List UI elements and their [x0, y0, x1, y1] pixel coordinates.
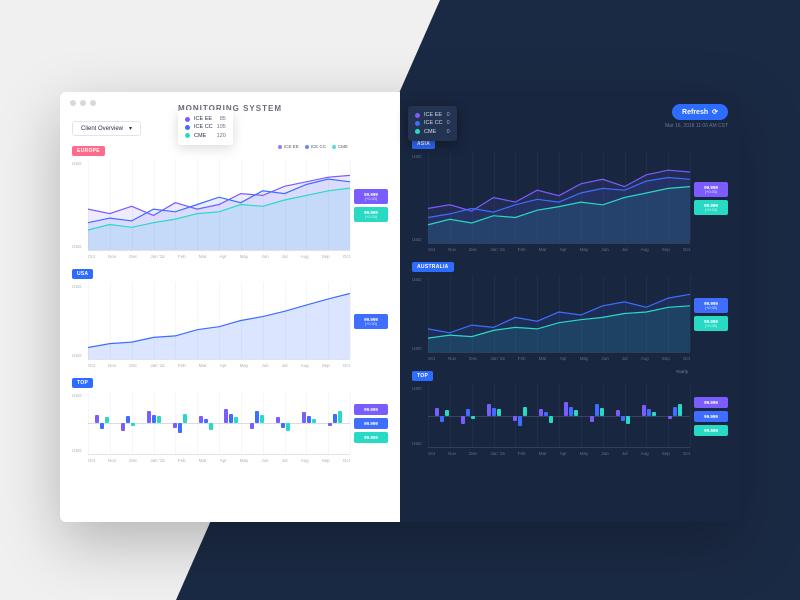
value-boxes: 99.99999.99999.999	[694, 384, 728, 448]
light-theme-pane: MONITORING SYSTEM Client Overview ▾ ICE …	[60, 92, 400, 522]
chart-asia: ASIA USDUSD 99.999(+0.03)99.999(+0.03) O…	[412, 139, 728, 252]
region-badge: EUROPE	[72, 146, 105, 156]
y-axis: USDUSD	[412, 275, 428, 353]
legend-tooltip: ICE EE85ICE CC105CME120	[178, 110, 233, 145]
x-axis: OctNovDecJan '15FebMarAprMayJunJulAugSep…	[428, 356, 690, 361]
x-axis: OctNovDecJan '15FebMarAprMayJunJulAugSep…	[428, 247, 690, 252]
value-boxes: 99.999(+0.03)99.999(+0.03)	[354, 159, 388, 251]
x-axis: OctNovDecJan '15FebMarAprMayJunJulAugSep…	[88, 458, 350, 463]
y-axis: USDUSD	[72, 391, 88, 455]
chart-top: TOP USDUSD 99.99999.99999.999 OctNovDecJ…	[72, 378, 388, 463]
app-window: MONITORING SYSTEM Client Overview ▾ ICE …	[60, 92, 740, 522]
y-axis: USDUSD	[412, 384, 428, 448]
chart-period: Yearly	[676, 369, 688, 374]
chart-plot[interactable]	[88, 159, 350, 251]
chart-plot[interactable]	[428, 384, 690, 448]
chart-australia: AUSTRALIA USDUSD 99.999(+0.03)99.999(+0.…	[412, 262, 728, 361]
view-dropdown[interactable]: Client Overview ▾	[72, 121, 141, 136]
chart-top: Yearly TOP USDUSD 99.99999.99999.999 Oct…	[412, 371, 728, 456]
chart-plot[interactable]	[428, 152, 690, 244]
legend-tooltip: ICE EE0ICE CC0CME0	[408, 106, 457, 141]
region-badge: TOP	[72, 378, 93, 388]
y-axis: USDUSD	[72, 159, 88, 251]
y-axis: USDUSD	[412, 152, 428, 244]
value-boxes: 99.99999.99999.999	[354, 391, 388, 455]
region-badge: TOP	[412, 371, 433, 381]
region-badge: USA	[72, 269, 93, 279]
x-axis: OctNovDecJan '15FebMarAprMayJunJulAugSep…	[88, 363, 350, 368]
refresh-button[interactable]: Refresh ⟳	[672, 104, 728, 120]
chart-usa: USA USDUSD 99.999(+0.03) OctNovDecJan '1…	[72, 269, 388, 368]
chevron-down-icon: ▾	[129, 125, 132, 132]
y-axis: USDUSD	[72, 282, 88, 360]
chart-europe: ICE EEICE CCCME EUROPE USDUSD 99.999(+0.…	[72, 146, 388, 259]
timestamp: Mar 16, 2018 11:06 AM CST	[412, 123, 728, 129]
x-axis: OctNovDecJan '15FebMarAprMayJunJulAugSep…	[428, 451, 690, 456]
dropdown-label: Client Overview	[81, 126, 123, 132]
chart-plot[interactable]	[428, 275, 690, 353]
region-badge: AUSTRALIA	[412, 262, 454, 272]
value-boxes: 99.999(+0.03)99.999(+0.03)	[694, 275, 728, 353]
value-boxes: 99.999(+0.03)	[354, 282, 388, 360]
dark-theme-pane: Refresh ⟳ Mar 16, 2018 11:06 AM CST ICE …	[400, 92, 740, 522]
x-axis: OctNovDecJan '15FebMarAprMayJunJulAugSep…	[88, 254, 350, 259]
refresh-label: Refresh	[682, 109, 708, 116]
value-boxes: 99.999(+0.03)99.999(+0.03)	[694, 152, 728, 244]
refresh-icon: ⟳	[712, 108, 718, 116]
chart-plot[interactable]	[88, 282, 350, 360]
chart-legend: ICE EEICE CCCME	[278, 144, 348, 149]
chart-plot[interactable]	[88, 391, 350, 455]
